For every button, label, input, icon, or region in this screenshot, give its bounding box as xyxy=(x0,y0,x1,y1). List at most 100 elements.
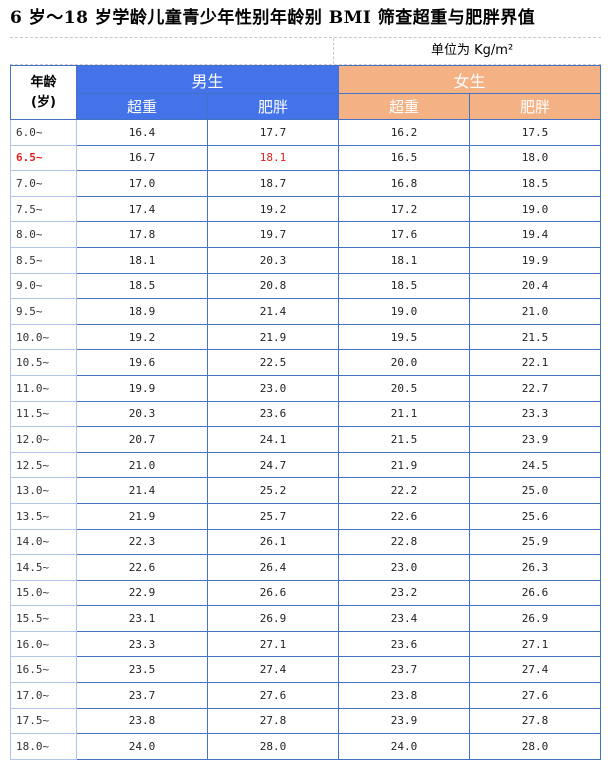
table-row: 16.5~ 23.5 27.4 23.7 27.4 xyxy=(10,656,602,684)
male-obese-cell: 24.7 xyxy=(206,451,340,479)
female-overweight-cell: 19.0 xyxy=(338,298,471,325)
age-cell: 13.0~ xyxy=(10,477,77,504)
male-obese-cell: 23.0 xyxy=(206,374,340,402)
age-cell: 16.0~ xyxy=(10,630,77,658)
table-row: 15.5~ 23.1 26.9 23.4 26.9 xyxy=(10,605,602,632)
male-obese-cell: 20.3 xyxy=(206,246,340,274)
male-obese-cell: 27.6 xyxy=(206,682,340,709)
female-overweight-cell: 19.5 xyxy=(338,323,471,351)
male-overweight-cell: 19.6 xyxy=(76,349,208,376)
female-overweight-cell: 22.6 xyxy=(338,502,471,530)
table-row: 9.0~ 18.5 20.8 18.5 20.4 xyxy=(10,272,602,300)
age-cell: 16.5~ xyxy=(10,656,77,684)
male-overweight-cell: 18.5 xyxy=(76,272,208,300)
bmi-table: 年龄 (岁) 男生 女生 超重 肥胖 超重 肥胖 6.0~ 16.4 17.7 16.… xyxy=(10,65,602,760)
table-row: 11.0~ 19.9 23.0 20.5 22.7 xyxy=(10,374,602,402)
female-obese-cell: 19.9 xyxy=(469,246,602,274)
male-overweight-cell: 19.9 xyxy=(76,374,208,402)
table-row: 13.5~ 21.9 25.7 22.6 25.6 xyxy=(10,502,602,530)
male-group-header: 男生 xyxy=(75,65,340,94)
age-header-line1: 年龄 xyxy=(30,74,57,90)
age-cell: 17.5~ xyxy=(10,707,77,735)
male-obese-cell: 25.2 xyxy=(206,477,340,504)
male-overweight-cell: 21.0 xyxy=(76,451,208,479)
male-overweight-cell: 19.2 xyxy=(76,323,208,351)
female-obese-cell: 19.0 xyxy=(469,195,602,223)
male-overweight-cell: 17.8 xyxy=(76,221,208,248)
male-overweight-cell: 23.7 xyxy=(76,682,208,709)
female-obese-cell: 21.5 xyxy=(469,323,602,351)
age-cell: 6.5~ xyxy=(10,144,77,172)
female-overweight-cell: 23.2 xyxy=(338,579,471,607)
female-obese-cell: 18.5 xyxy=(469,170,602,197)
female-overweight-cell: 22.2 xyxy=(338,477,471,504)
table-row: 14.5~ 22.6 26.4 23.0 26.3 xyxy=(10,554,602,581)
male-obese-cell: 26.4 xyxy=(206,554,340,581)
male-obese-cell: 17.7 xyxy=(206,119,340,146)
unit-divider xyxy=(333,38,334,64)
male-obese-cell: 24.1 xyxy=(206,426,340,453)
female-overweight-cell: 16.8 xyxy=(338,170,471,197)
female-obese-cell: 25.9 xyxy=(469,528,602,556)
table-row: 12.0~ 20.7 24.1 21.5 23.9 xyxy=(10,426,602,453)
table-row: 7.5~ 17.4 19.2 17.2 19.0 xyxy=(10,195,602,223)
table-row: 17.5~ 23.8 27.8 23.9 27.8 xyxy=(10,707,602,735)
age-cell: 12.0~ xyxy=(10,426,77,453)
male-obese-cell: 19.7 xyxy=(206,221,340,248)
table-row: 7.0~ 17.0 18.7 16.8 18.5 xyxy=(10,170,602,197)
male-overweight-cell: 22.9 xyxy=(76,579,208,607)
table-row: 8.0~ 17.8 19.7 17.6 19.4 xyxy=(10,221,602,248)
female-overweight-cell: 23.0 xyxy=(338,554,471,581)
male-overweight-cell: 18.1 xyxy=(76,246,208,274)
page-title: 6 岁～18 岁学龄儿童青少年性别年龄别 BMI 筛查超重与肥胖界值 xyxy=(10,8,536,28)
male-overweight-cell: 20.3 xyxy=(76,400,208,428)
age-cell: 15.5~ xyxy=(10,605,77,632)
female-overweight-cell: 16.5 xyxy=(338,144,471,172)
male-overweight-cell: 22.3 xyxy=(76,528,208,556)
female-obese-cell: 22.1 xyxy=(469,349,602,376)
table-row: 11.5~ 20.3 23.6 21.1 23.3 xyxy=(10,400,602,428)
table-body: 6.0~ 16.4 17.7 16.2 17.5 6.5~ 16.7 18.1 16.5 18.0… xyxy=(10,119,602,760)
male-obese-cell: 27.4 xyxy=(206,656,340,684)
male-obese-cell: 26.1 xyxy=(206,528,340,556)
female-overweight-cell: 22.8 xyxy=(338,528,471,556)
female-obese-cell: 19.4 xyxy=(469,221,602,248)
male-overweight-cell: 22.6 xyxy=(76,554,208,581)
female-overweight-cell: 23.7 xyxy=(338,656,471,684)
female-obese-cell: 27.8 xyxy=(469,707,602,735)
age-cell: 8.5~ xyxy=(10,246,77,274)
female-obese-cell: 22.7 xyxy=(469,374,602,402)
table-row: 6.0~ 16.4 17.7 16.2 17.5 xyxy=(10,119,602,146)
table-row: 16.0~ 23.3 27.1 23.6 27.1 xyxy=(10,630,602,658)
table-header: 年龄 (岁) 男生 女生 超重 肥胖 超重 肥胖 xyxy=(10,65,602,120)
male-overweight-cell: 23.8 xyxy=(76,707,208,735)
male-overweight-cell: 20.7 xyxy=(76,426,208,453)
male-overweight-header: 超重 xyxy=(76,93,208,120)
age-cell: 17.0~ xyxy=(10,682,77,709)
age-cell: 11.5~ xyxy=(10,400,77,428)
female-obese-cell: 23.3 xyxy=(469,400,602,428)
age-cell: 9.5~ xyxy=(10,298,77,325)
male-obese-cell: 25.7 xyxy=(206,502,340,530)
male-obese-cell: 27.8 xyxy=(206,707,340,735)
female-overweight-cell: 21.5 xyxy=(338,426,471,453)
female-obese-cell: 23.9 xyxy=(469,426,602,453)
male-overweight-cell: 21.9 xyxy=(76,502,208,530)
male-obese-cell: 18.1 xyxy=(206,144,340,172)
female-overweight-cell: 20.5 xyxy=(338,374,471,402)
unit-label: 单位为 Kg/m² xyxy=(431,43,514,58)
table-row: 15.0~ 22.9 26.6 23.2 26.6 xyxy=(10,579,602,607)
age-cell: 18.0~ xyxy=(10,733,77,760)
female-obese-cell: 27.1 xyxy=(469,630,602,658)
male-overweight-cell: 23.3 xyxy=(76,630,208,658)
male-overweight-cell: 23.1 xyxy=(76,605,208,632)
age-cell: 13.5~ xyxy=(10,502,77,530)
male-obese-cell: 19.2 xyxy=(206,195,340,223)
male-obese-cell: 20.8 xyxy=(206,272,340,300)
male-obese-cell: 27.1 xyxy=(206,630,340,658)
table-row: 6.5~ 16.7 18.1 16.5 18.0 xyxy=(10,144,602,172)
female-obese-cell: 18.0 xyxy=(469,144,602,172)
female-group-header: 女生 xyxy=(338,65,602,94)
age-cell: 9.0~ xyxy=(10,272,77,300)
age-cell: 10.5~ xyxy=(10,349,77,376)
